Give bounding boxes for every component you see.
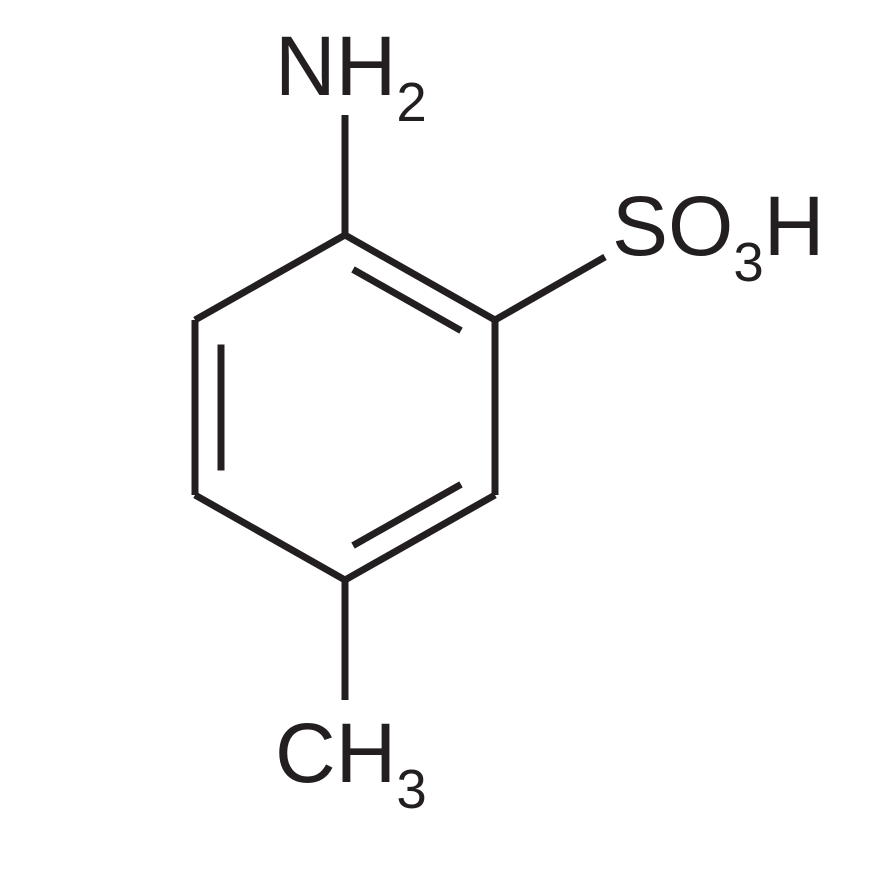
molecule-diagram: NH2 SO3H CH3: [0, 0, 890, 890]
molecule-svg: [0, 0, 890, 890]
label-so3h: SO3H: [612, 178, 824, 286]
label-nh2: NH2: [275, 18, 427, 126]
label-ch3: CH3: [275, 705, 427, 813]
